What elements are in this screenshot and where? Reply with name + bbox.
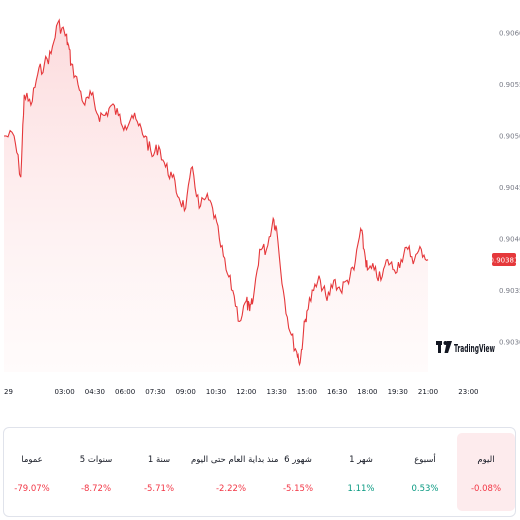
tradingview-logo[interactable]: TradingView: [436, 341, 495, 355]
perf-cell-0[interactable]: اليوم ‎-0.08%‎: [457, 433, 515, 511]
perf-period-label: 1 شهر: [349, 455, 373, 465]
tradingview-icon: [436, 341, 452, 353]
x-tick-label: 06:00: [115, 388, 135, 396]
perf-change-value: ‎-79.07%‎: [14, 484, 50, 494]
y-tick-label: 0.90550: [499, 81, 520, 89]
x-tick-label: 12:00: [236, 388, 256, 396]
perf-change-value: 1.11%: [347, 484, 375, 494]
last-price-tag: 0.90381: [490, 253, 519, 266]
perf-cell-1[interactable]: أسبوع 0.53%: [399, 428, 451, 516]
performance-bar: اليوم ‎-0.08%‎ أسبوع 0.53% 1 شهر 1.11% 6 شهور ‎…: [3, 427, 516, 517]
perf-cell-2[interactable]: 1 شهر 1.11%: [335, 428, 387, 516]
y-tick-label: 0.90400: [499, 236, 520, 244]
x-tick-label: 23:00: [458, 388, 478, 396]
perf-change-value: ‎-8.72%‎: [80, 484, 112, 494]
y-tick-label: 0.90450: [499, 184, 520, 192]
x-tick-label: 18:00: [357, 388, 377, 396]
y-tick-label: 0.90500: [499, 133, 520, 141]
perf-change-value: ‎-2.22%‎: [215, 484, 247, 494]
x-tick-label: 13:30: [267, 388, 287, 396]
x-tick-label: 16:30: [327, 388, 347, 396]
x-tick-label: 04:30: [85, 388, 105, 396]
x-axis: 29 03:00 04:30 06:00 07:30 09:00 10:30 12:00 13:…: [4, 388, 478, 396]
perf-cell-6[interactable]: 5 سنوات ‎-8.72%‎: [70, 428, 122, 516]
y-tick-label: 0.90300: [499, 339, 520, 347]
perf-cell-5[interactable]: 1 سنة ‎-5.71%‎: [133, 428, 185, 516]
tradingview-wordmark: TradingView: [454, 343, 495, 355]
y-tick-label: 0.90350: [499, 287, 520, 295]
perf-period-label: منذ بداية العام حتى اليوم: [191, 455, 279, 465]
perf-period-label: 1 سنة: [147, 455, 171, 465]
x-tick-label: 15:00: [297, 388, 317, 396]
price-chart[interactable]: 0.90600 0.90550 0.90500 0.90450 0.90400 0.903…: [0, 0, 520, 410]
x-tick-label: 10:30: [206, 388, 226, 396]
perf-change-value: ‎-0.08%‎: [470, 484, 502, 494]
last-price-label: 0.90381: [490, 257, 519, 265]
perf-period-label: أسبوع: [414, 455, 436, 465]
last-price-tag-bg: [492, 253, 516, 266]
price-area: [4, 20, 428, 372]
perf-period-label: 5 سنوات: [79, 455, 113, 465]
perf-period-label: 6 شهور: [284, 455, 312, 465]
perf-period-label: عموما: [21, 455, 43, 465]
x-tick-label: 19:30: [388, 388, 408, 396]
price-line: [3, 18, 429, 367]
x-tick-label: 03:00: [55, 388, 75, 396]
perf-change-value: ‎-5.15%‎: [282, 484, 314, 494]
x-tick-label: 09:00: [176, 388, 196, 396]
perf-period-label: اليوم: [477, 455, 495, 465]
y-axis: 0.90600 0.90550 0.90500 0.90450 0.90400 0.903…: [499, 30, 520, 347]
x-tick-label: 29: [4, 388, 13, 396]
perf-cell-3[interactable]: 6 شهور ‎-5.15%‎: [272, 428, 324, 516]
price-area-fill: [4, 20, 428, 372]
x-tick-label: 07:30: [145, 388, 165, 396]
perf-cell-7[interactable]: عموما ‎-79.07%‎: [6, 428, 58, 516]
perf-change-value: 0.53%: [411, 484, 439, 494]
perf-change-value: ‎-5.71%‎: [143, 484, 175, 494]
x-tick-label: 21:00: [418, 388, 438, 396]
perf-cell-4[interactable]: منذ بداية العام حتى اليوم ‎-2.22%‎: [191, 428, 279, 516]
price-series-line: [3, 18, 429, 367]
y-tick-label: 0.90600: [499, 30, 520, 38]
